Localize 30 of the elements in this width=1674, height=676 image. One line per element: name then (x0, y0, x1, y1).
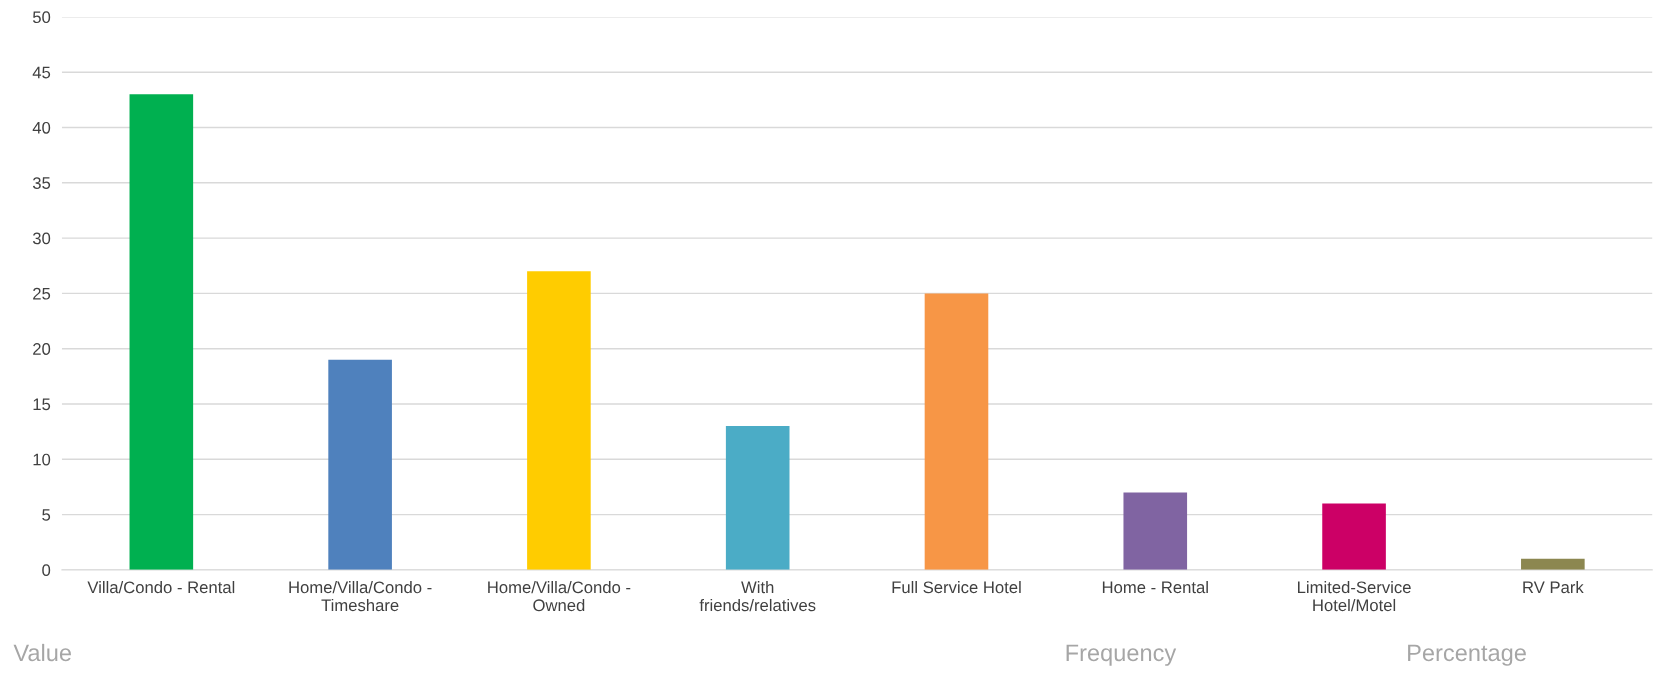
y-tick-label: 25 (33, 287, 51, 300)
x-tick-label: Villa/Condo - Rental (87, 580, 235, 594)
y-tick-label: 0 (42, 564, 51, 577)
y-tick-label: 50 (32, 11, 51, 24)
x-tick-label: With friends/relatives (699, 580, 816, 612)
bar (527, 271, 591, 570)
x-tick-label: Home/Villa/Condo - Timeshare (289, 580, 432, 612)
y-tick-label: 5 (42, 509, 51, 521)
y-tick-label: 45 (32, 66, 51, 79)
x-tick-label: RV Park (1523, 580, 1584, 594)
x-tick-label: Full Service Hotel (892, 580, 1021, 594)
bar (328, 359, 392, 570)
y-tick-label: 30 (32, 232, 51, 245)
y-tick-label: 35 (32, 177, 51, 189)
bar (924, 293, 989, 570)
x-tick-label: Home/Villa/Condo - Owned (488, 580, 631, 612)
x-tick-label: Limited-Service Hotel/Motel (1298, 580, 1411, 612)
x-tick-label: Home - Rental (1102, 580, 1208, 594)
bar (1322, 503, 1386, 570)
text: Frequency (1066, 644, 1177, 666)
text: Percentage (1408, 644, 1526, 666)
bar (1123, 492, 1188, 570)
bar (725, 426, 790, 570)
y-tick-label: 20 (33, 343, 51, 355)
y-tick-label: 10 (33, 453, 51, 466)
y-tick-label: 40 (32, 121, 51, 134)
y-tick-label: 15 (33, 398, 51, 411)
bar (129, 94, 194, 570)
text: Value (13, 643, 71, 662)
bar (1521, 558, 1585, 570)
